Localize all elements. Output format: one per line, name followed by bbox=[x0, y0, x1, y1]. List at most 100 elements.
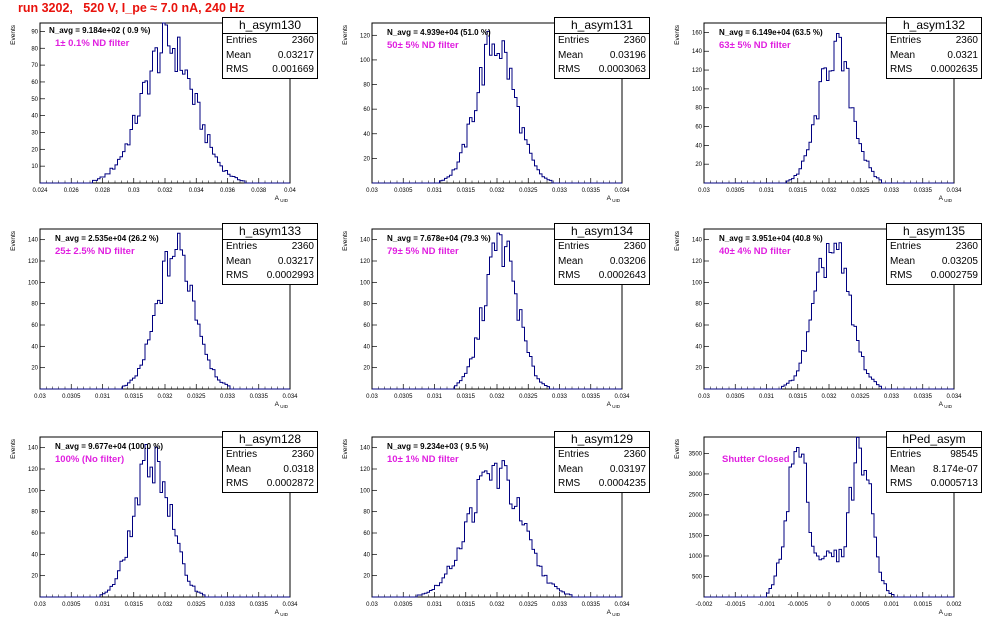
stats-row-rms: RMS 0.0002872 bbox=[223, 477, 317, 492]
stats-value-rms: 0.0004235 bbox=[598, 478, 646, 489]
y-tick-label: 100 bbox=[360, 58, 371, 64]
histogram-line bbox=[704, 436, 954, 598]
x-axis-title: A UID bbox=[607, 195, 621, 203]
histogram-panel-h_asym134: 0.03 0.0305 0.031 0.0315 0.032 0.0325 0.033 0.0… bbox=[332, 206, 657, 409]
histogram-line bbox=[40, 22, 290, 184]
y-axis-title: Events bbox=[10, 24, 17, 45]
stats-value-entries: 2360 bbox=[623, 241, 646, 252]
x-tick-label: 0.0315 bbox=[125, 394, 144, 400]
x-tick-label: 0.031 bbox=[759, 394, 775, 400]
x-tick-label: 0.03 bbox=[34, 602, 46, 608]
y-tick-label: 60 bbox=[31, 531, 38, 537]
stats-box: h_asym129 Entries 2360 Mean 0.03197 RMS 0.0004… bbox=[554, 431, 650, 493]
stats-box: h_asym135 Entries 2360 Mean 0.03205 RMS 0.0002… bbox=[886, 223, 982, 285]
stats-row-mean: Mean 0.03217 bbox=[223, 255, 317, 270]
stats-label-entries: Entries bbox=[558, 35, 590, 46]
stats-value-entries: 2360 bbox=[955, 241, 978, 252]
histogram-line bbox=[372, 232, 622, 390]
x-tick-label: 0.0325 bbox=[187, 602, 206, 608]
stats-value-mean: 0.0318 bbox=[283, 463, 314, 475]
y-tick-label: 40 bbox=[363, 552, 370, 558]
n-avg-label: N_avg = 9.234e+03 ( 9.5 %) bbox=[387, 442, 489, 451]
stats-value-mean: 8.174e-07 bbox=[932, 463, 978, 475]
y-tick-label: 140 bbox=[692, 49, 703, 55]
y-tick-label: 1500 bbox=[689, 533, 703, 539]
y-axis-title: Events bbox=[10, 230, 17, 251]
stats-value-entries: 98545 bbox=[950, 449, 978, 460]
filter-label: 63± 5% ND filter bbox=[719, 40, 791, 51]
x-tick-label: 0.031 bbox=[427, 602, 443, 608]
x-tick-label: 0.032 bbox=[489, 602, 505, 608]
y-tick-label: 120 bbox=[360, 467, 371, 473]
x-tick-label: -0.001 bbox=[758, 602, 776, 608]
n-avg-label: N_avg = 4.939e+04 (51.0 %) bbox=[387, 28, 491, 37]
x-axis-title: A UID bbox=[275, 401, 289, 409]
x-tick-label: 0.0315 bbox=[789, 188, 808, 194]
filter-label: 79± 5% ND filter bbox=[387, 246, 459, 257]
x-tick-label: 0.0305 bbox=[394, 394, 413, 400]
filter-label: 10± 1% ND filter bbox=[387, 454, 459, 465]
x-tick-label: 0.033 bbox=[552, 602, 568, 608]
stats-row-entries: Entries 2360 bbox=[887, 240, 981, 255]
y-axis-title: Events bbox=[342, 230, 349, 251]
histogram-plot: 0.03 0.0305 0.031 0.0315 0.032 0.0325 0.033 0.0… bbox=[10, 436, 298, 617]
x-tick-label: 0.0305 bbox=[394, 188, 413, 194]
stats-label-rms: RMS bbox=[558, 270, 581, 281]
histogram-panel-h_asym129: 0.03 0.0305 0.031 0.0315 0.032 0.0325 0.033 0.0… bbox=[332, 414, 657, 617]
histogram-panel-h_asym133: 0.03 0.0305 0.031 0.0315 0.032 0.0325 0.033 0.0… bbox=[0, 206, 325, 409]
x-tick-label: 0.034 bbox=[614, 394, 630, 400]
y-tick-label: 60 bbox=[695, 323, 702, 329]
x-tick-label: 0.031 bbox=[95, 602, 111, 608]
stats-row-entries: Entries 2360 bbox=[555, 34, 649, 49]
histogram-line bbox=[704, 33, 954, 184]
stats-row-mean: Mean 8.174e-07 bbox=[887, 463, 981, 478]
filter-label: Shutter Closed bbox=[722, 454, 790, 465]
stats-value-rms: 0.0005713 bbox=[930, 478, 978, 489]
x-tick-label: 0.0315 bbox=[457, 602, 476, 608]
x-tick-label: 0.034 bbox=[189, 188, 205, 194]
stats-value-mean: 0.03217 bbox=[277, 255, 314, 267]
x-tick-label: 0.0005 bbox=[851, 602, 870, 608]
y-tick-label: 100 bbox=[692, 87, 703, 93]
stats-value-mean: 0.03205 bbox=[941, 255, 978, 267]
stats-label-rms: RMS bbox=[226, 478, 249, 489]
stats-row-mean: Mean 0.03196 bbox=[555, 49, 649, 64]
histogram-plot: 0.03 0.0305 0.031 0.0315 0.032 0.0325 0.033 0.0… bbox=[674, 22, 962, 203]
y-tick-label: 100 bbox=[28, 280, 39, 286]
histogram-panel-hPed_asym: -0.002 -0.0015 -0.001 -0.0005 0 0.0005 0.001 0.… bbox=[664, 414, 989, 617]
stats-label-mean: Mean bbox=[890, 463, 916, 475]
y-tick-label: 90 bbox=[31, 29, 38, 35]
stats-box-name: h_asym131 bbox=[555, 18, 649, 34]
x-tick-label: 0.031 bbox=[427, 188, 443, 194]
y-tick-label: 60 bbox=[363, 531, 370, 537]
stats-label-mean: Mean bbox=[890, 255, 916, 267]
filter-label: 1± 0.1% ND filter bbox=[55, 38, 130, 49]
x-tick-label: 0.04 bbox=[284, 188, 296, 194]
x-tick-label: 0.0325 bbox=[519, 188, 538, 194]
n-avg-label: N_avg = 9.677e+04 (100.0 %) bbox=[55, 442, 164, 451]
x-tick-label: 0.032 bbox=[489, 394, 505, 400]
stats-value-mean: 0.03206 bbox=[609, 255, 646, 267]
y-tick-label: 80 bbox=[31, 510, 38, 516]
x-tick-label: 0.033 bbox=[884, 394, 900, 400]
stats-box: h_asym133 Entries 2360 Mean 0.03217 RMS 0.0002… bbox=[222, 223, 318, 285]
x-tick-label: 0.0315 bbox=[125, 602, 144, 608]
x-tick-label: 0.024 bbox=[32, 188, 48, 194]
y-tick-label: 20 bbox=[695, 366, 702, 372]
stats-value-rms: 0.0002872 bbox=[266, 478, 314, 489]
stats-value-entries: 2360 bbox=[291, 449, 314, 460]
stats-row-rms: RMS 0.0002643 bbox=[555, 269, 649, 284]
stats-label-mean: Mean bbox=[890, 49, 916, 61]
stats-value-entries: 2360 bbox=[291, 241, 314, 252]
stats-value-entries: 2360 bbox=[623, 449, 646, 460]
stats-box: h_asym132 Entries 2360 Mean 0.0321 RMS 0.00026… bbox=[886, 17, 982, 79]
x-tick-label: 0.033 bbox=[884, 188, 900, 194]
histogram-plot: -0.002 -0.0015 -0.001 -0.0005 0 0.0005 0.001 0.… bbox=[674, 436, 962, 617]
stats-box: h_asym130 Entries 2360 Mean 0.03217 RMS 0.0016… bbox=[222, 17, 318, 79]
y-tick-label: 10 bbox=[31, 164, 38, 170]
stats-label-entries: Entries bbox=[890, 35, 922, 46]
stats-row-rms: RMS 0.0002993 bbox=[223, 269, 317, 284]
histogram-plot: 0.03 0.0305 0.031 0.0315 0.032 0.0325 0.033 0.0… bbox=[342, 228, 630, 409]
x-tick-label: 0.034 bbox=[614, 188, 630, 194]
x-tick-label: 0.03 bbox=[366, 188, 378, 194]
